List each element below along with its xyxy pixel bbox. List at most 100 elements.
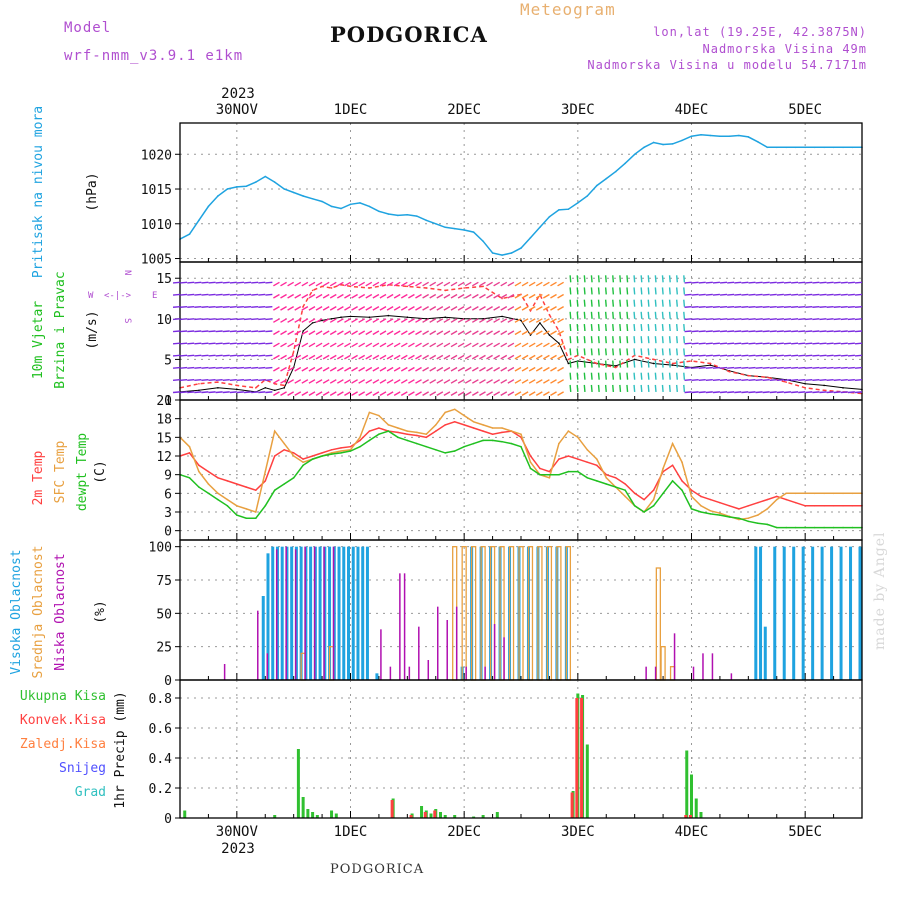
- wind-arrow: [308, 379, 316, 384]
- wind-arrow: [372, 306, 380, 311]
- wind-arrow: [351, 379, 358, 384]
- wind-arrow: [840, 330, 848, 333]
- wind-arrow: [172, 342, 181, 345]
- wind-arrow: [661, 311, 664, 319]
- wind-arrow: [597, 299, 600, 307]
- y-tick-label: 0.6: [149, 722, 172, 737]
- bar-cloud_low: [408, 666, 411, 680]
- wind-arrow: [365, 391, 373, 396]
- wind-arrow: [322, 293, 330, 299]
- wind-arrow: [280, 366, 287, 372]
- wind-arrow: [422, 318, 429, 323]
- y-tick-label: 15: [156, 431, 172, 446]
- wind-arrow: [180, 305, 188, 308]
- data-point-pressure: [283, 188, 285, 190]
- data-point-temp2m: [198, 464, 200, 467]
- wind-arrow: [776, 379, 784, 382]
- wind-arrow: [654, 275, 657, 283]
- wind-arrow: [741, 330, 749, 333]
- data-point-dewpt: [368, 439, 371, 442]
- wind-arrow: [194, 293, 202, 296]
- wind-arrow: [450, 330, 458, 336]
- wind-arrow: [258, 354, 266, 357]
- wind-arrow: [500, 342, 508, 348]
- page-title: PODGORICA: [330, 22, 488, 47]
- data-point-sfc_temp: [425, 433, 428, 436]
- wind-arrow: [201, 318, 209, 321]
- wind-arrow: [762, 318, 770, 321]
- wind-arrow: [569, 323, 572, 332]
- wind-arrow: [812, 391, 820, 394]
- wind-arrow: [854, 305, 863, 308]
- wind-arrow: [301, 379, 309, 384]
- wind-arrow: [351, 330, 358, 336]
- wind-arrow: [322, 366, 330, 372]
- wind-arrow: [208, 354, 216, 357]
- wind-arrow: [590, 299, 593, 307]
- wind-arrow: [734, 366, 742, 369]
- wind-arrow: [626, 323, 629, 332]
- wind-arrow: [712, 293, 720, 296]
- wind-arrow: [675, 348, 678, 356]
- data-point-wind_speed: [614, 365, 617, 367]
- wind-arrow: [336, 366, 344, 372]
- wind-arrow: [471, 366, 479, 372]
- wind-arrow: [280, 330, 287, 336]
- bar-precip_total: [685, 750, 689, 818]
- wind-arrow: [479, 293, 486, 299]
- wind-arrow: [833, 305, 841, 308]
- date-tick-label-bottom: 3DEC: [561, 824, 595, 840]
- wind-arrow: [187, 391, 195, 394]
- bar-precip_conv: [580, 698, 584, 818]
- wind-arrow: [776, 366, 784, 369]
- data-point-temp2m: [397, 431, 399, 434]
- wind-arrow: [464, 293, 472, 299]
- y-tick-label: 6: [164, 487, 172, 502]
- data-point-pressure: [510, 252, 513, 254]
- wind-arrow: [415, 366, 422, 372]
- wind-arrow: [408, 293, 415, 299]
- data-point-dewpt: [226, 504, 229, 507]
- bar-precip_total: [690, 774, 693, 818]
- wind-arrow: [698, 379, 706, 382]
- wind-arrow: [273, 281, 280, 287]
- bar-cloud_low: [711, 653, 714, 680]
- wind-arrow: [258, 366, 266, 369]
- wind-arrow: [493, 391, 501, 396]
- wind-arrow: [329, 281, 337, 287]
- model-name: wrf-nmm_v3.9.1 e1km: [64, 48, 244, 64]
- y-tick-label: 0: [164, 812, 172, 827]
- data-point-wind_gust: [766, 376, 769, 379]
- data-point-dewpt: [548, 473, 551, 476]
- data-point-sfc_temp: [775, 498, 778, 501]
- data-point-dewpt: [254, 517, 257, 520]
- wind-arrow: [826, 293, 834, 296]
- y-tick-label: 12: [156, 450, 172, 465]
- wind-arrow: [576, 311, 579, 319]
- data-point-pressure: [491, 252, 494, 254]
- wind-arrow: [683, 372, 686, 380]
- wind-arrow: [258, 281, 266, 284]
- axis-unit-wind: (m/s): [85, 310, 100, 349]
- wind-arrow: [847, 354, 855, 357]
- wind-arrow: [604, 299, 607, 307]
- data-point-wind_gust: [728, 370, 731, 373]
- wind-arrow: [741, 391, 749, 394]
- wind-arrow: [194, 330, 202, 333]
- data-point-pressure: [349, 203, 352, 206]
- wind-arrow: [812, 305, 820, 308]
- wind-arrow: [493, 330, 501, 336]
- wind-arrow: [550, 330, 557, 336]
- wind-arrow: [619, 384, 622, 392]
- wind-arrow: [457, 379, 465, 384]
- data-point-wind_gust: [463, 287, 465, 289]
- y-tick-label: 25: [156, 641, 172, 656]
- wind-arrow: [712, 330, 720, 333]
- wind-arrow: [393, 391, 401, 396]
- data-point-sfc_temp: [567, 430, 570, 432]
- wind-arrow: [528, 293, 536, 299]
- wind-arrow: [661, 336, 664, 344]
- bar-cloud_high: [271, 546, 275, 680]
- date-tick-label-bottom: 4DEC: [675, 824, 709, 840]
- wind-arrow: [791, 293, 799, 296]
